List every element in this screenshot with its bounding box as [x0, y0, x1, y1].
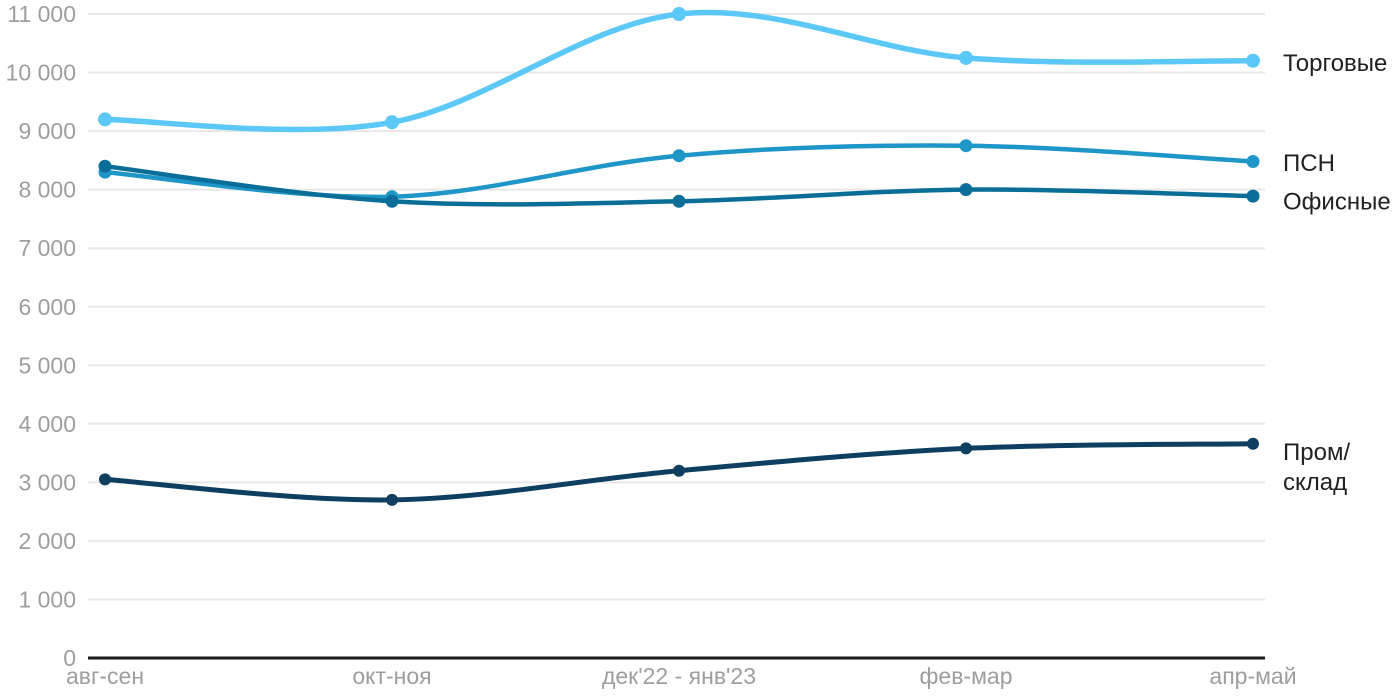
y-tick-label: 7 000	[18, 235, 76, 261]
y-tick-label: 0	[63, 645, 76, 671]
data-point	[672, 194, 686, 208]
series-label: Торговые	[1283, 50, 1387, 77]
x-tick-label: дек'22 - янв'23	[602, 663, 756, 689]
data-point	[959, 183, 973, 197]
data-point	[1246, 53, 1260, 68]
series-line	[102, 9, 1256, 133]
data-point	[959, 139, 973, 153]
data-point	[386, 493, 398, 506]
x-tick-label: окт-ноя	[352, 663, 431, 689]
x-tick-label: фев-мар	[920, 663, 1013, 689]
x-tick-label: апр-май	[1209, 663, 1296, 689]
data-point	[959, 50, 973, 65]
data-point	[385, 115, 399, 130]
y-tick-label: 2 000	[18, 528, 76, 554]
data-point	[99, 473, 111, 486]
series-label: Офисные	[1283, 189, 1391, 216]
y-tick-label: 8 000	[18, 177, 76, 203]
y-tick-label: 4 000	[18, 411, 76, 437]
data-point	[672, 7, 686, 21]
x-tick-label: авг-сен	[66, 663, 144, 689]
data-point	[672, 149, 686, 163]
data-point	[1246, 155, 1260, 168]
series-label: ПСН	[1283, 150, 1335, 177]
data-point	[1246, 189, 1260, 203]
series-label: склад	[1283, 469, 1347, 496]
y-tick-label: 11 000	[7, 1, 76, 27]
data-point	[98, 159, 112, 173]
data-point	[385, 194, 399, 208]
data-point	[673, 464, 685, 477]
y-tick-label: 10 000	[6, 60, 76, 86]
y-tick-label: 9 000	[18, 118, 76, 144]
data-point	[98, 112, 112, 127]
y-tick-label: 3 000	[18, 469, 76, 495]
y-tick-label: 1 000	[18, 587, 76, 613]
y-tick-label: 5 000	[18, 352, 76, 378]
data-point	[960, 442, 972, 455]
data-point	[1247, 437, 1259, 450]
series-label: Пром/	[1283, 439, 1350, 466]
y-tick-label: 6 000	[18, 294, 76, 320]
